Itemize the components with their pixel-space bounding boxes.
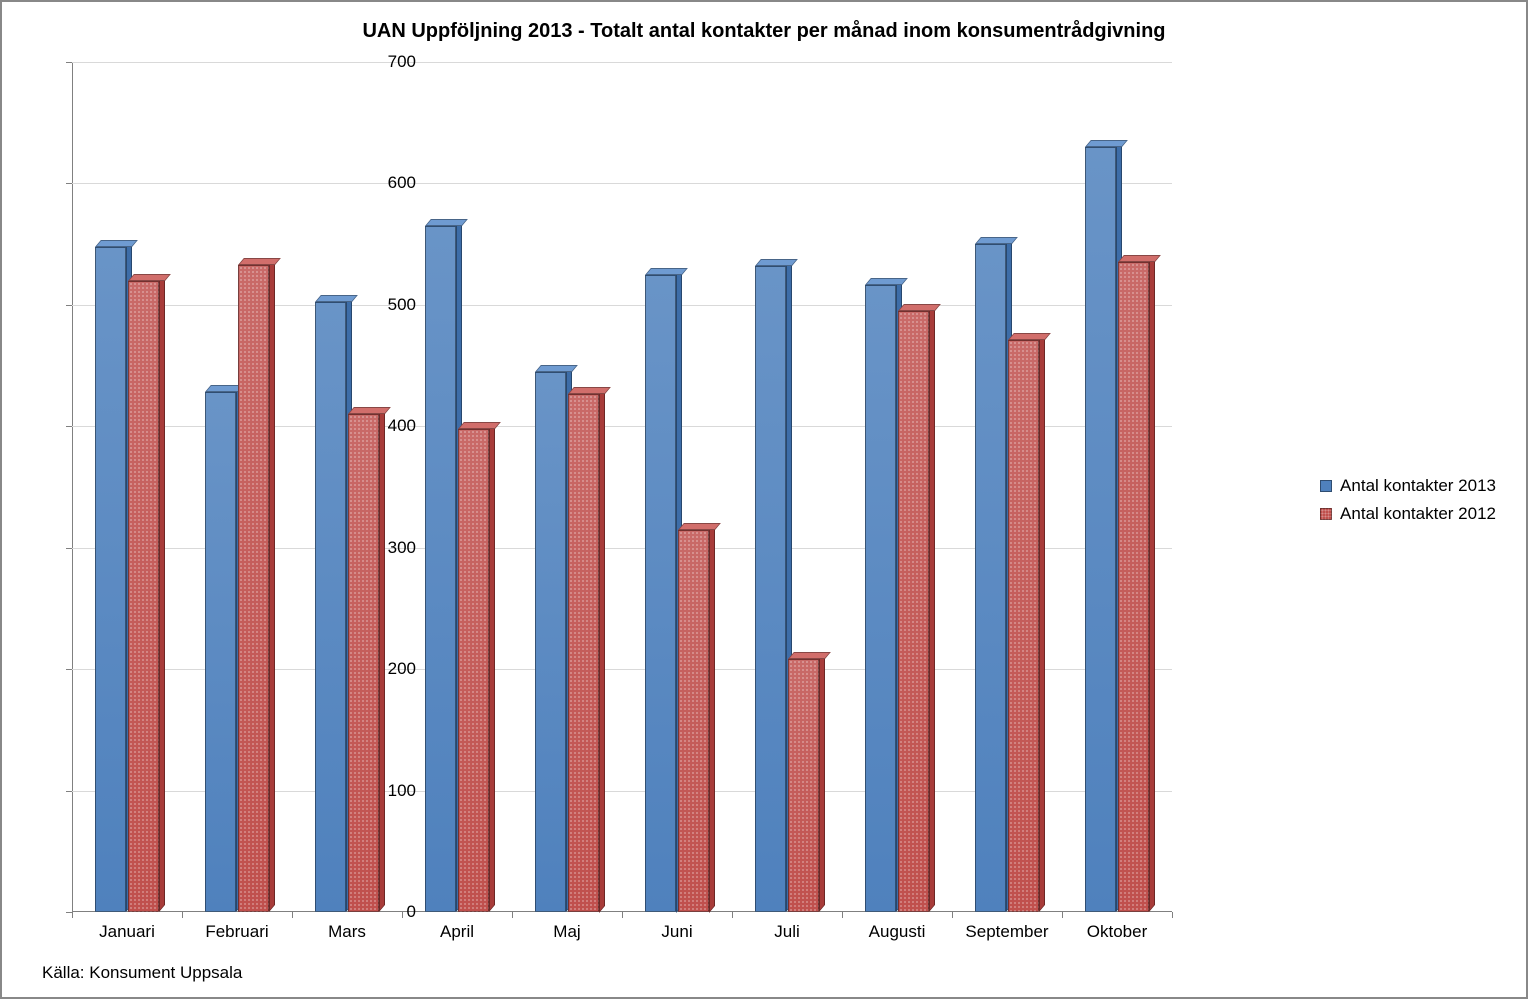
bar [678, 523, 709, 913]
y-axis-label: 100 [388, 781, 416, 801]
bar [95, 240, 126, 912]
legend-item: Antal kontakter 2013 [1320, 476, 1496, 496]
legend-item: Antal kontakter 2012 [1320, 504, 1496, 524]
y-axis-label: 400 [388, 416, 416, 436]
y-tick [66, 791, 72, 792]
bar [1008, 333, 1039, 912]
x-tick [72, 912, 73, 918]
x-tick [842, 912, 843, 918]
x-tick [292, 912, 293, 918]
bar [425, 219, 456, 912]
y-axis-label: 200 [388, 659, 416, 679]
y-tick [66, 426, 72, 427]
y-axis-label: 300 [388, 538, 416, 558]
bar [238, 258, 269, 912]
legend-label: Antal kontakter 2013 [1340, 476, 1496, 496]
gridline [72, 183, 1172, 184]
x-tick [622, 912, 623, 918]
bar [898, 304, 929, 912]
x-tick [182, 912, 183, 918]
x-axis-label: Juni [661, 922, 692, 942]
bar [865, 278, 896, 912]
y-tick [66, 305, 72, 306]
bar [975, 237, 1006, 912]
bar [128, 274, 159, 912]
bar [1085, 140, 1116, 912]
x-tick [512, 912, 513, 918]
y-tick [66, 548, 72, 549]
legend-label: Antal kontakter 2012 [1340, 504, 1496, 524]
bar [645, 268, 676, 913]
x-axis-label: Mars [328, 922, 366, 942]
y-tick [66, 669, 72, 670]
bar [348, 407, 379, 912]
legend-swatch [1320, 508, 1332, 520]
y-axis-label: 0 [407, 902, 416, 922]
chart-title: UAN Uppföljning 2013 - Totalt antal kont… [2, 2, 1526, 43]
bar [1118, 255, 1149, 912]
bar [755, 259, 786, 912]
x-axis-label: Augusti [869, 922, 926, 942]
gridline [72, 62, 1172, 63]
legend: Antal kontakter 2013 Antal kontakter 2012 [1320, 468, 1496, 532]
y-axis-label: 700 [388, 52, 416, 72]
y-axis-label: 500 [388, 295, 416, 315]
x-tick [1172, 912, 1173, 918]
x-tick [952, 912, 953, 918]
y-tick [66, 62, 72, 63]
y-axis-label: 600 [388, 173, 416, 193]
x-axis-label: Maj [553, 922, 580, 942]
x-tick [732, 912, 733, 918]
chart-container: UAN Uppföljning 2013 - Totalt antal kont… [0, 0, 1528, 999]
x-axis-label: Oktober [1087, 922, 1147, 942]
plot-area [72, 62, 1172, 912]
source-label: Källa: Konsument Uppsala [42, 963, 242, 983]
x-axis-label: Juli [774, 922, 800, 942]
x-tick [402, 912, 403, 918]
bar [568, 387, 599, 913]
x-axis-label: September [965, 922, 1048, 942]
bar [315, 295, 346, 912]
bar [205, 385, 236, 912]
x-axis-label: April [440, 922, 474, 942]
x-axis-label: Februari [205, 922, 268, 942]
x-axis-label: Januari [99, 922, 155, 942]
bar [535, 365, 566, 912]
legend-swatch [1320, 480, 1332, 492]
y-axis-line [72, 62, 73, 912]
x-tick [1062, 912, 1063, 918]
bar [788, 652, 819, 912]
y-tick [66, 183, 72, 184]
bar [458, 422, 489, 912]
